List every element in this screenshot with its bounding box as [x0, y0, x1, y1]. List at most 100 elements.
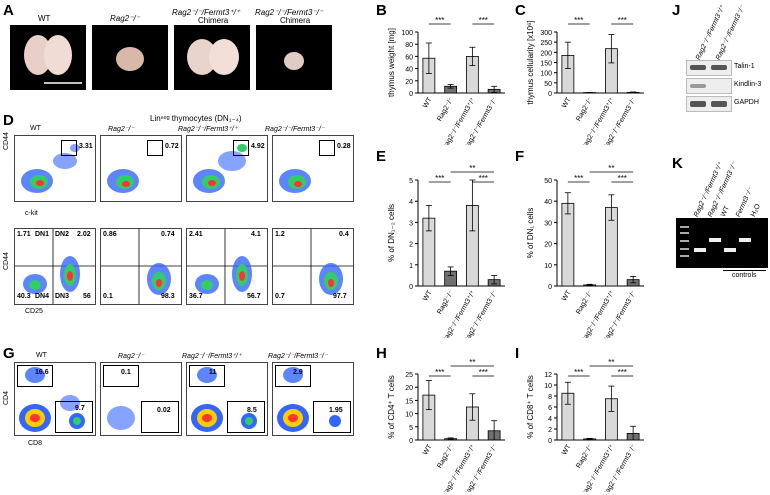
sig-label: *** [479, 368, 488, 377]
sig-label: *** [435, 16, 444, 25]
dn2-label: DN2 [55, 231, 70, 238]
q-chwt-tl: 2.41 [189, 231, 203, 238]
pcr-gel [676, 218, 768, 268]
q-chwt-bl: 36.7 [189, 293, 203, 300]
x-tick-label: WT [561, 443, 573, 457]
bar [561, 202, 575, 287]
ckit-value-rag2: 0.72 [165, 143, 179, 150]
g-col-chimera-ko: Rag2⁻/⁻/Fermt3⁻/⁻ [268, 353, 328, 360]
y-tick-label: 6 [548, 405, 552, 412]
y-tick-label: 5 [409, 178, 413, 185]
y-tick-label: 60 [405, 54, 413, 61]
facs-ckit-chimera-ko: 0.28 [272, 135, 354, 202]
y-tick-label: 4 [409, 199, 413, 206]
panel-label-k: K [672, 155, 683, 172]
dn1-label: DN1 [35, 231, 50, 238]
y-tick-label: 40 [544, 199, 552, 206]
x-tick-label: WT [422, 96, 434, 110]
y-axis-label: % of CD4⁺ T cells [387, 375, 396, 439]
ckit-value-wt: 3.31 [79, 143, 93, 150]
axis-ckit: c-kit [25, 210, 38, 217]
sig-label: *** [574, 16, 583, 25]
x-tick-label: WT [561, 289, 573, 303]
sig-label: *** [435, 174, 444, 183]
y-tick-label: 0 [548, 91, 552, 98]
y-tick-label: 8 [548, 394, 552, 401]
sig-label: ** [469, 164, 475, 173]
x-tick-label: WT [422, 289, 434, 303]
x-tick-label: Rag2⁻/⁻ [575, 96, 594, 122]
q-chko-tl: 1.2 [275, 231, 285, 238]
y-tick-label: 0 [409, 284, 413, 291]
q-rag2-bl: 0.1 [103, 293, 113, 300]
flow-d-title: Linⁿᵉᵍ thymocytes (DN₁₋₄) [150, 114, 242, 123]
blot-gapdh [686, 96, 732, 112]
sig-label: *** [574, 174, 583, 183]
cd8-value-chimera-ko: 1.95 [329, 407, 343, 414]
g-col-rag2: Rag2⁻/⁻ [118, 353, 145, 360]
panel-label-j: J [672, 2, 681, 19]
y-axis-label: % of DN₁ cells [526, 208, 535, 259]
axis-cd44-2: CD44 [3, 252, 10, 270]
photo-label-chimera-ko: Rag2⁻/⁻/Fermt3⁻/⁻ [255, 8, 324, 17]
bar-chart-thymus-cellularity: 0 50 100 150 200 250 300 thymus cellularity [x1… [526, 16, 644, 145]
blot-talin [686, 60, 732, 76]
cd4-value-wt: 16.6 [35, 369, 49, 376]
y-tick-label: 3 [409, 220, 413, 227]
y-tick-label: 0 [548, 438, 552, 445]
y-axis-label: thymus cellularity [x10⁶] [526, 20, 535, 104]
band-label-talin: Talin-1 [734, 63, 755, 70]
facs-cd4cd8-chimera-ko: 2.9 1.95 [272, 362, 354, 436]
thymus-photo-rag2 [92, 25, 168, 90]
y-axis-label: thymus weight [mg] [387, 28, 396, 97]
facs-cd25-chimera-ko: 1.2 0.4 0.7 97.7 [272, 228, 354, 305]
q-wt-tl: 1.71 [17, 231, 31, 238]
y-tick-label: 0 [548, 284, 552, 291]
y-tick-label: 1 [409, 263, 413, 270]
y-tick-label: 40 [405, 67, 413, 74]
q-rag2-tl: 0.86 [103, 231, 117, 238]
thymus-photo-wt [10, 25, 86, 90]
y-tick-label: 20 [405, 385, 413, 392]
sig-label: *** [435, 368, 444, 377]
y-tick-label: 20 [544, 242, 552, 249]
ckit-value-chimera-wt: 4.92 [251, 143, 265, 150]
axis-cd25: CD25 [25, 308, 43, 315]
sig-label: *** [618, 368, 627, 377]
photo-sub-chimera-wt: Chimera [198, 16, 229, 25]
y-tick-label: 15 [405, 398, 413, 405]
sig-label: *** [479, 174, 488, 183]
y-tick-label: 0 [409, 91, 413, 98]
flow-col-chimera-ko: Rag2⁻/⁻/Fermt3⁻/⁻ [265, 126, 325, 133]
facs-ckit-wt: 3.31 [14, 135, 96, 202]
q-rag2-br: 98.3 [161, 293, 175, 300]
panel-label-d: D [3, 112, 14, 129]
x-tick-label: Rag2⁻/⁻ [575, 443, 594, 469]
sig-label: *** [574, 368, 583, 377]
western-lane-labels: Rag2⁻/⁻/Fermt3⁺/⁺ Rag2⁻/⁻/Fermt3⁻/⁻ [690, 4, 770, 61]
y-tick-label: 300 [540, 30, 552, 37]
x-tick-label: WT [422, 443, 434, 457]
g-col-wt: WT [36, 352, 47, 359]
facs-cd4cd8-wt: 16.6 9.7 [14, 362, 96, 436]
photo-label-chimera-wt: Rag2⁻/⁻/Fermt3⁺/⁺ [172, 8, 241, 17]
y-tick-label: 4 [548, 416, 552, 423]
y-tick-label: 2 [409, 242, 413, 249]
q-wt-br: 56 [83, 293, 91, 300]
y-tick-label: 10 [405, 412, 413, 419]
x-tick-label: Rag2⁻/⁻ [436, 443, 455, 469]
q-chko-bl: 0.7 [275, 293, 285, 300]
y-axis-label: % of DN₁₋₂ cells [387, 204, 396, 262]
facs-ckit-chimera-wt: 4.92 [186, 135, 268, 202]
sig-label: *** [479, 16, 488, 25]
facs-cd25-chimera-wt: 2.41 4.1 36.7 56.7 [186, 228, 268, 305]
y-tick-label: 10 [544, 263, 552, 270]
flow-col-rag2: Rag2⁻/⁻ [108, 126, 135, 133]
y-tick-label: 200 [540, 50, 552, 57]
photo-label-wt: WT [38, 14, 51, 23]
panel-label-f: F [515, 148, 525, 165]
